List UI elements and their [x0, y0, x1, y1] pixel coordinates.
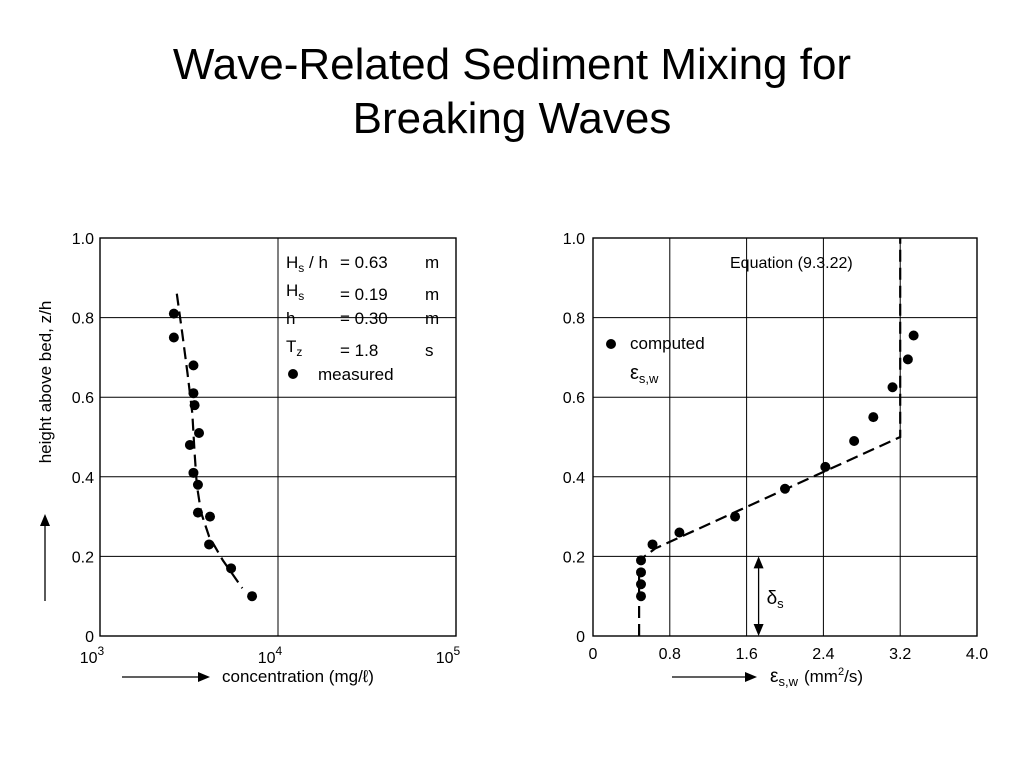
- computed-point: [908, 330, 919, 341]
- measured-point: [204, 539, 215, 550]
- computed-point: [887, 382, 898, 393]
- left-x-tick-labels: 103 104 105: [80, 644, 461, 667]
- computed-point: [902, 354, 913, 365]
- left-plot-frame: [99, 237, 457, 637]
- right-x-tick-label: 1.6: [735, 646, 757, 663]
- legend-measured-label: measured: [318, 365, 394, 384]
- right-plot-frame: [592, 237, 978, 637]
- equation-label: Equation (9.3.22): [730, 255, 853, 272]
- delta-s-arrowhead-top: [753, 556, 764, 569]
- right-x-tick-label: 0: [589, 646, 598, 663]
- param-hs: Hs = 0.19 m: [286, 281, 439, 304]
- measured-point: [168, 332, 179, 343]
- right-series: [636, 238, 919, 636]
- mixing-coefficient-chart: 0 0.2 0.4 0.6 0.8 1.0 0 0.8 1.6 2.4 3.2 4.0 Equati…: [563, 231, 988, 689]
- computed-point: [636, 591, 646, 602]
- left-grid: [99, 237, 457, 637]
- delta-s-indicator: δs: [753, 556, 785, 636]
- right-x-tick-label: 3.2: [889, 646, 911, 663]
- slide-title-line-1: Wave-Related Sediment Mixing for: [172, 40, 852, 89]
- equation-dashed-line: [637, 238, 902, 636]
- left-x-axis-label: concentration (mg/ℓ): [122, 667, 374, 686]
- measured-point: [184, 439, 195, 450]
- left-y-tick-label: 0: [85, 629, 94, 646]
- computed-point: [674, 527, 685, 538]
- right-x-tick-label: 2.4: [812, 646, 834, 663]
- left-y-tick-labels: 0 0.2 0.4 0.6 0.8 1.0: [72, 231, 94, 646]
- right-y-tick-label: 0: [576, 629, 585, 646]
- right-x-axis-label: εs,w (mm2/s): [672, 666, 863, 689]
- right-x-tick-label: 0.8: [659, 646, 681, 663]
- left-x-axis-title: concentration (mg/ℓ): [222, 667, 374, 686]
- measured-point: [205, 511, 216, 522]
- left-x-tick-label: 103: [80, 644, 105, 667]
- right-x-axis-title: εs,w (mm2/s): [770, 666, 863, 689]
- measured-point: [247, 591, 258, 602]
- slide-title-line-2: Breaking Waves: [352, 94, 672, 143]
- right-y-tick-label: 1.0: [563, 231, 585, 248]
- measured-point: [194, 428, 205, 439]
- left-x-tick-label: 105: [436, 644, 461, 667]
- left-legend: Hs / h = 0.63 m Hs = 0.19 m h = 0.30 m Tz = 1.8…: [286, 253, 439, 384]
- right-x-tick-labels: 0 0.8 1.6 2.4 3.2 4.0: [589, 646, 989, 663]
- param-hs-over-h: Hs / h = 0.63 m: [286, 253, 439, 275]
- computed-point: [868, 412, 879, 423]
- delta-s-arrowhead-bottom: [753, 624, 764, 636]
- left-y-tick-label: 0.8: [72, 311, 94, 328]
- left-y-tick-label: 0.6: [72, 390, 94, 407]
- fitted-dashed-line: [175, 293, 244, 589]
- computed-point: [636, 567, 646, 578]
- right-x-tick-label: 4.0: [966, 646, 988, 663]
- right-y-tick-label: 0.4: [563, 470, 585, 487]
- concentration-profile-chart: 0 0.2 0.4 0.6 0.8 1.0 103 104 105 Hs / h = 0.63 m…: [36, 231, 461, 686]
- right-y-tick-label: 0.6: [563, 390, 585, 407]
- computed-point: [849, 435, 860, 446]
- legend-computed-label: computed: [630, 334, 705, 353]
- legend-measured-marker: [288, 369, 298, 379]
- legend-epsilon-label: εs,w: [630, 362, 659, 386]
- measured-point: [188, 360, 199, 371]
- delta-s-label: δs: [767, 588, 785, 611]
- slide-title: Wave-Related Sediment Mixing for Breakin…: [0, 38, 1024, 146]
- left-series: [168, 293, 258, 602]
- measured-point: [168, 308, 179, 319]
- measured-point: [192, 479, 203, 490]
- left-x-tick-label: 104: [258, 644, 283, 667]
- right-x-axis-arrowhead: [745, 672, 757, 682]
- measured-point: [226, 563, 237, 574]
- param-h: h = 0.30 m: [286, 309, 439, 328]
- left-y-tick-label: 0.4: [72, 470, 94, 487]
- left-x-axis-arrowhead: [198, 672, 210, 682]
- left-y-axis-arrowhead: [40, 514, 50, 526]
- right-y-tick-label: 0.8: [563, 311, 585, 328]
- computed-point: [636, 579, 646, 590]
- computed-point: [647, 539, 658, 550]
- left-y-axis-title: height above bed, z/h: [36, 301, 55, 464]
- left-y-axis-label: height above bed, z/h: [36, 301, 55, 601]
- right-y-tick-label: 0.2: [563, 549, 585, 566]
- computed-point: [820, 461, 831, 472]
- right-grid: [592, 237, 978, 637]
- left-y-tick-label: 1.0: [72, 231, 94, 248]
- right-y-tick-labels: 0 0.2 0.4 0.6 0.8 1.0: [563, 231, 585, 646]
- legend-computed-marker: [606, 339, 616, 349]
- right-legend: computed εs,w: [606, 334, 705, 386]
- param-tz: Tz = 1.8 s: [286, 337, 434, 360]
- measured-point: [188, 388, 199, 399]
- left-y-tick-label: 0.2: [72, 549, 94, 566]
